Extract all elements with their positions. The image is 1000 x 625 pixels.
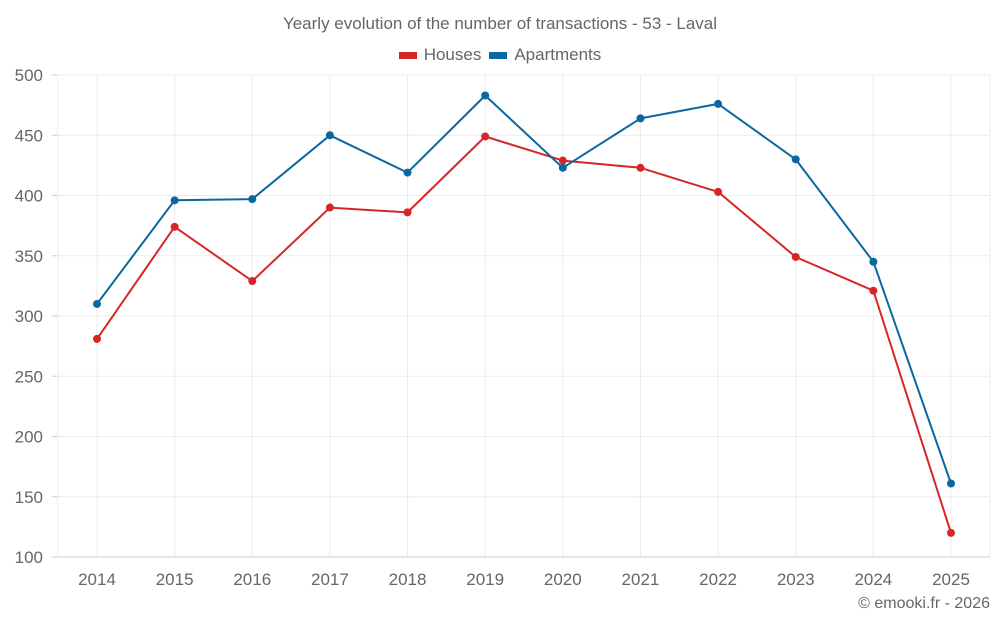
data-point-apartments-2022 <box>714 99 723 108</box>
legend-swatch-apartments <box>489 51 508 59</box>
legend-item-apartments[interactable]: Apartments <box>489 45 601 65</box>
data-point-houses-2019 <box>481 132 490 141</box>
legend-label-apartments: Apartments <box>514 45 602 64</box>
x-tick-label: 2023 <box>777 570 815 589</box>
x-tick-label: 2021 <box>622 570 660 589</box>
data-point-apartments-2014 <box>93 299 101 308</box>
data-point-apartments-2016 <box>248 195 257 204</box>
y-tick-label: 250 <box>15 367 43 386</box>
legend-label-houses: Houses <box>423 45 482 64</box>
y-tick-label: 300 <box>15 307 43 326</box>
data-point-apartments-2024 <box>869 257 878 266</box>
legend: Houses Apartments <box>0 45 1000 65</box>
data-point-houses-2016 <box>248 277 257 286</box>
x-tick-label: 2017 <box>311 570 349 589</box>
legend-item-houses[interactable]: Houses <box>398 45 482 65</box>
data-point-houses-2025 <box>947 528 955 537</box>
data-point-houses-2023 <box>791 252 800 261</box>
series-line-houses <box>96 135 952 534</box>
data-point-houses-2017 <box>325 203 334 212</box>
data-point-houses-2015 <box>170 222 179 231</box>
data-point-apartments-2018 <box>403 168 412 177</box>
data-point-apartments-2015 <box>170 196 179 205</box>
y-tick-label: 450 <box>15 126 43 145</box>
data-point-houses-2018 <box>403 208 412 217</box>
data-point-apartments-2021 <box>636 114 645 123</box>
x-tick-label: 2024 <box>854 570 892 589</box>
chart-title: Yearly evolution of the number of transa… <box>282 14 718 33</box>
data-point-apartments-2023 <box>791 155 800 164</box>
y-tick-label: 150 <box>15 488 43 507</box>
series-line-apartments <box>96 94 952 484</box>
y-tick-label: 100 <box>15 548 43 567</box>
data-point-apartments-2025 <box>947 479 955 488</box>
data-point-houses-2022 <box>714 187 723 196</box>
x-tick-label: 2020 <box>544 570 582 589</box>
y-tick-label: 400 <box>15 187 43 206</box>
x-tick-label: 2016 <box>233 570 271 589</box>
y-tick-label: 350 <box>15 247 43 266</box>
data-point-houses-2020 <box>558 156 567 165</box>
x-tick-label: 2025 <box>932 570 970 589</box>
x-tick-label: 2014 <box>78 570 116 589</box>
y-tick-label: 200 <box>15 428 43 447</box>
x-tick-label: 2019 <box>466 570 504 589</box>
x-tick-label: 2015 <box>156 570 194 589</box>
x-tick-label: 2018 <box>389 570 427 589</box>
data-point-apartments-2019 <box>481 91 490 100</box>
copyright-credit: © emooki.fr - 2026 <box>858 595 990 612</box>
legend-swatch-houses <box>398 51 417 59</box>
x-tick-label: 2022 <box>699 570 737 589</box>
data-point-houses-2024 <box>869 286 878 295</box>
data-point-apartments-2020 <box>558 163 567 172</box>
data-point-houses-2021 <box>636 163 645 172</box>
data-point-houses-2014 <box>93 334 101 343</box>
data-point-apartments-2017 <box>325 131 334 140</box>
y-tick-label: 500 <box>15 66 43 85</box>
